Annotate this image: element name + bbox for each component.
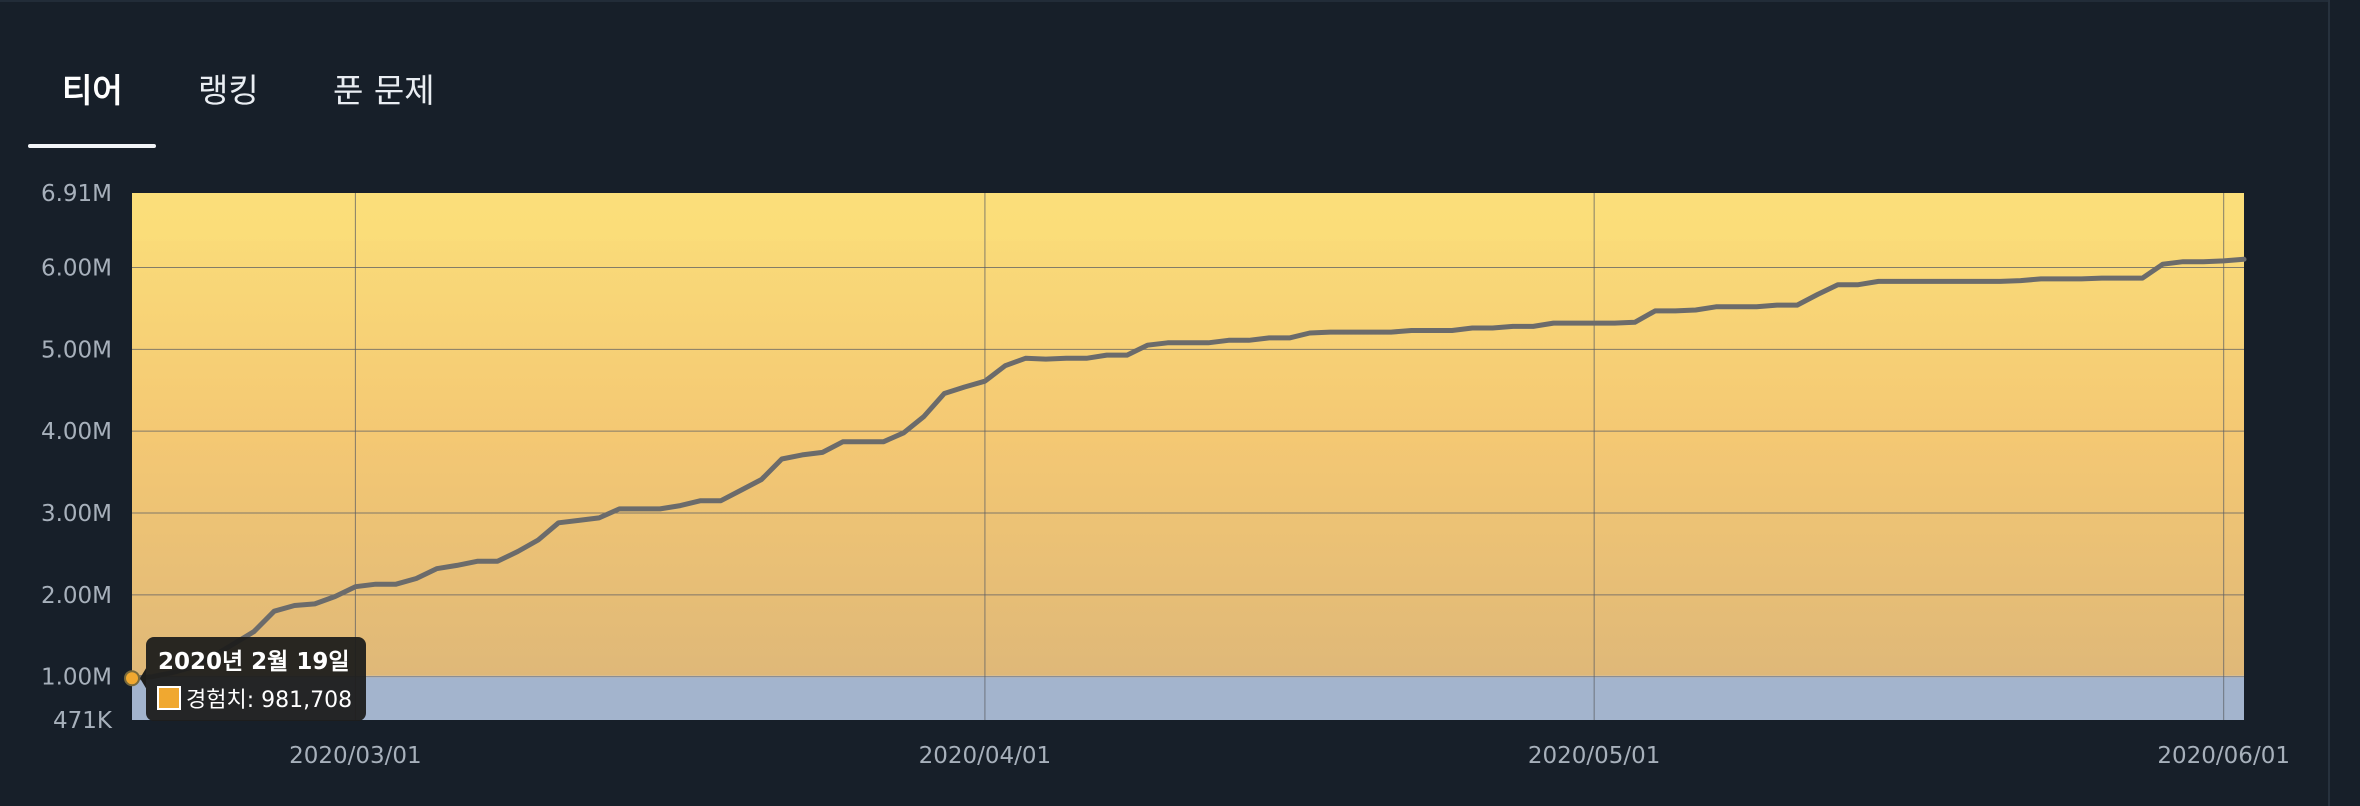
x-tick-label: 2020/04/01 xyxy=(919,743,1052,769)
series-line-경험치 xyxy=(129,256,2247,681)
tooltip-box xyxy=(146,637,366,721)
tier-band-low xyxy=(132,676,2244,720)
right-border xyxy=(2328,0,2330,806)
x-tick-label: 2020/05/01 xyxy=(1528,743,1661,769)
plot-background xyxy=(132,193,2244,720)
y-tick-label: 6.00M xyxy=(41,255,112,281)
y-tick-label: 6.91M xyxy=(41,181,112,207)
tooltip-swatch xyxy=(157,686,181,710)
x-tick-label: 2020/03/01 xyxy=(289,743,422,769)
tab-solved-problems[interactable]: 푼 문제 xyxy=(333,71,435,110)
x-tick-label: 2020/06/01 xyxy=(2157,743,2290,769)
tooltip-title: 2020년 2월 19일 xyxy=(158,649,350,675)
y-tick-label: 5.00M xyxy=(41,337,112,363)
tooltip-arrow xyxy=(140,668,146,689)
y-tick-label: 2.00M xyxy=(41,583,112,609)
top-border xyxy=(0,0,2330,2)
tab-ranking[interactable]: 랭킹 xyxy=(198,71,259,110)
tooltip-point xyxy=(124,670,140,687)
x-axis: 2020/03/01 2020/04/01 2020/05/01 2020/06/01 xyxy=(289,743,2290,769)
y-tick-label: 4.00M xyxy=(41,419,112,445)
tooltip-value: 경험치: 981,708 xyxy=(186,688,352,713)
active-tab-indicator xyxy=(28,144,156,148)
y-axis: 471K 1.00M 2.00M 3.00M 4.00M 5.00M 6.00M 6.91M xyxy=(41,181,113,734)
y-tick-label: 3.00M xyxy=(41,501,112,527)
tier-band-top xyxy=(132,193,2244,241)
tab-bar: 티어 랭킹 푼 문제 xyxy=(0,0,2320,150)
tab-tier[interactable]: 티어 xyxy=(62,71,123,110)
grid-lines xyxy=(132,193,2244,720)
y-tick-label: 471K xyxy=(53,708,113,734)
series-group xyxy=(129,256,2247,681)
tier-band-high xyxy=(132,193,2244,677)
y-tick-label: 1.00M xyxy=(41,665,112,691)
experience-line-chart: 471K1.00M2.00M3.00M4.00M5.00M6.00M6.91M … xyxy=(41,181,2290,769)
